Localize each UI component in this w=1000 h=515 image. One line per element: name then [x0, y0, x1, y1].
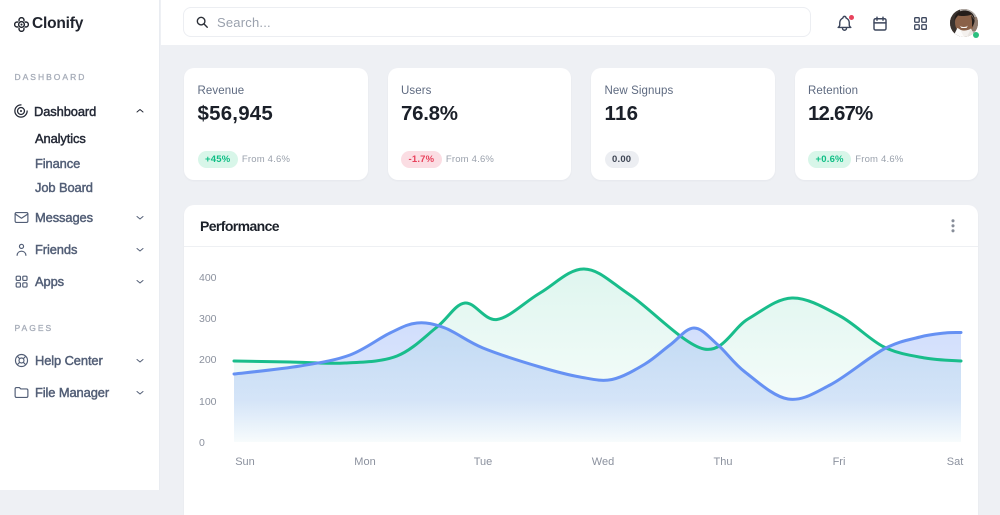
svg-text:Sun: Sun — [235, 456, 255, 468]
svg-text:0: 0 — [199, 437, 205, 449]
svg-text:100: 100 — [199, 396, 217, 408]
svg-text:Mon: Mon — [354, 456, 375, 468]
svg-text:Thu: Thu — [714, 456, 733, 468]
svg-text:200: 200 — [199, 354, 217, 366]
svg-text:400: 400 — [199, 272, 217, 284]
svg-text:Fri: Fri — [833, 456, 846, 468]
svg-text:Wed: Wed — [592, 456, 614, 468]
svg-text:Tue: Tue — [474, 456, 493, 468]
svg-text:Sat: Sat — [947, 456, 964, 468]
svg-text:300: 300 — [199, 313, 217, 325]
